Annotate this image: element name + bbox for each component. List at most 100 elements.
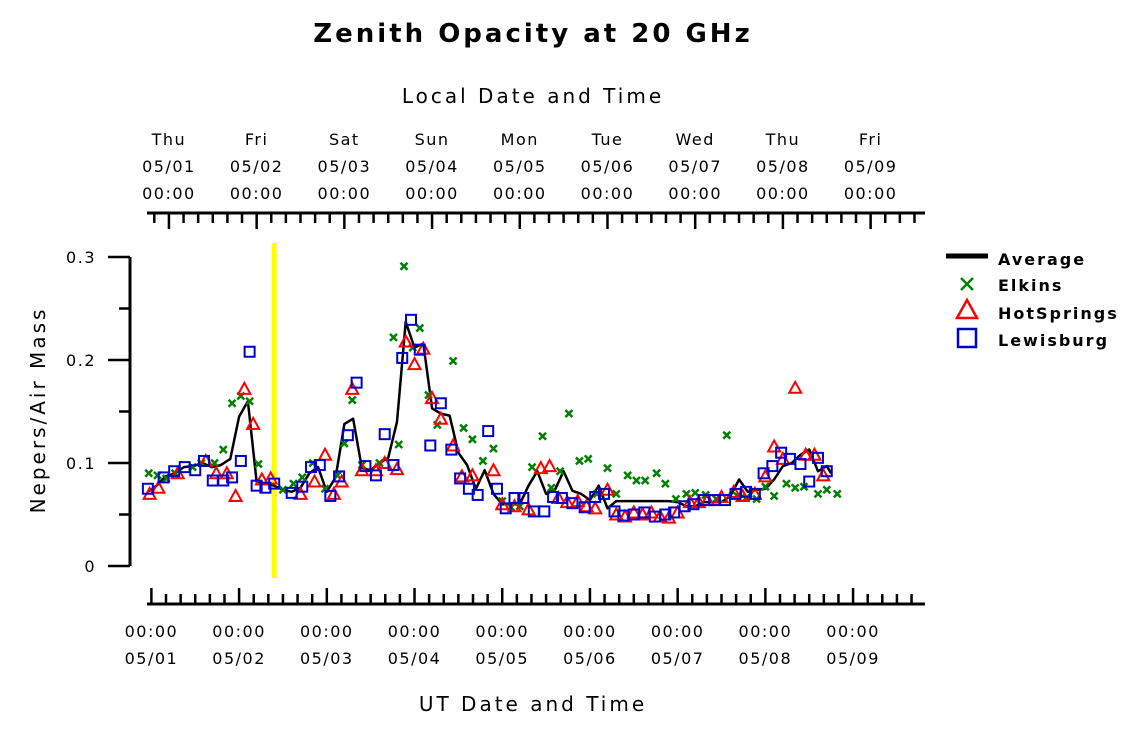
lewisburg-point (217, 474, 230, 487)
lewisburg-point (678, 500, 691, 513)
local-tick-time: 00:00 (230, 184, 284, 203)
ut-tick-date: 05/05 (475, 649, 529, 668)
ut-tick-time: 00:00 (212, 622, 266, 641)
local-tick-time: 00:00 (405, 184, 459, 203)
hotsprings-point (389, 461, 405, 476)
lewisburg-point (578, 501, 591, 514)
elkins-point (690, 488, 700, 498)
lewisburg-point (157, 471, 170, 484)
hotsprings-point (533, 460, 549, 475)
local-tick-time: 00:00 (668, 184, 722, 203)
hotsprings-point (317, 446, 333, 461)
lewisburg-point (766, 460, 779, 473)
hotsprings-point (433, 410, 449, 425)
ut-tick-date: 05/04 (388, 649, 442, 668)
y-tick-label: 0.2 (66, 351, 96, 370)
lewisburg-point (396, 351, 409, 364)
ut-tick-time: 00:00 (826, 622, 880, 641)
lewisburg-point (413, 343, 426, 356)
lewisburg-point (141, 482, 154, 495)
hotsprings-point (806, 446, 823, 461)
local-tick-date: 05/01 (142, 157, 196, 176)
ut-tick-time: 00:00 (739, 622, 793, 641)
hotsprings-point (815, 467, 831, 482)
elkins-point (575, 456, 584, 466)
local-tick-time: 00:00 (142, 184, 196, 203)
local-tick-weekday: Thu (151, 130, 187, 149)
local-tick-date: 05/07 (668, 157, 722, 176)
hotsprings-point (626, 504, 642, 519)
local-tick-weekday: Fri (245, 130, 269, 149)
elkins-point (603, 463, 612, 473)
hotsprings-point (787, 379, 803, 394)
lewisburg-point (517, 492, 530, 505)
lewisburg-point (547, 490, 560, 503)
elkins-point (459, 423, 469, 433)
local-tick-weekday: Sat (329, 130, 360, 149)
local-tick-date: 05/08 (756, 157, 810, 176)
hotsprings-point (415, 340, 431, 355)
elkins-point (389, 332, 398, 342)
lewisburg-point (490, 482, 503, 495)
local-tick-time: 00:00 (844, 184, 898, 203)
local-tick-weekday: Fri (859, 130, 883, 149)
lewisburg-point (324, 489, 337, 502)
elkins-point (415, 323, 425, 333)
elkins-point (722, 430, 732, 440)
elkins-point (611, 489, 621, 499)
elkins-point (640, 476, 650, 485)
elkins-point (278, 485, 288, 495)
elkins-point (813, 489, 823, 499)
lewisburg-point (748, 487, 761, 500)
local-tick-date: 05/03 (318, 157, 372, 176)
hotsprings-point (541, 458, 558, 473)
local-tick-time: 00:00 (318, 184, 372, 203)
elkins-point (347, 395, 357, 405)
lewisburg-point (378, 428, 391, 441)
elkins-point (832, 489, 842, 499)
hotsprings-point (150, 479, 167, 494)
elkins-point (790, 483, 800, 493)
lewisburg-point (350, 376, 363, 389)
legend-hotsprings-marker (954, 297, 980, 320)
local-tick-date: 05/02 (230, 157, 284, 176)
lewisburg-point (333, 470, 346, 483)
ut-tick-date: 05/03 (300, 649, 354, 668)
local-tick-time: 00:00 (493, 184, 547, 203)
elkins-point (769, 491, 779, 501)
lewisburg-point (597, 487, 610, 500)
chart-title: Zenith Opacity at 20 GHz (313, 19, 752, 49)
local-tick-date: 05/06 (581, 157, 635, 176)
lewisburg-point (794, 458, 807, 471)
ut-tick-date: 05/07 (651, 649, 705, 668)
elkins-point (583, 454, 593, 464)
elkins-point (144, 468, 154, 478)
lewisburg-point (740, 485, 753, 498)
hotsprings-point (326, 485, 342, 500)
elkins-point (546, 483, 556, 493)
lewisburg-point (811, 451, 824, 464)
lewisburg-point (454, 472, 467, 485)
legend-hotsprings-label: HotSprings (998, 304, 1119, 323)
hotsprings-point (306, 473, 323, 488)
ut-tick-time: 00:00 (475, 622, 529, 641)
elkins-point (394, 440, 404, 449)
elkins-point (489, 444, 498, 453)
lewisburg-point (405, 313, 418, 326)
elkins-point (822, 485, 832, 495)
lewisburg-point (243, 345, 256, 358)
local-tick-time: 00:00 (581, 184, 635, 203)
lewisburg-point (668, 506, 681, 519)
local-tick-weekday: Thu (765, 130, 801, 149)
average-line (147, 320, 833, 510)
elkins-point (671, 494, 681, 504)
lewisburg-point (499, 502, 512, 515)
lewisburg-point (589, 490, 602, 503)
local-tick-weekday: Tue (591, 130, 624, 149)
hotsprings-point (398, 333, 414, 348)
legend-elkins-label: Elkins (998, 276, 1063, 295)
hotsprings-point (587, 500, 603, 515)
lewisburg-point (369, 469, 382, 482)
lewisburg-point (775, 446, 788, 459)
lewisburg-point (198, 454, 211, 467)
